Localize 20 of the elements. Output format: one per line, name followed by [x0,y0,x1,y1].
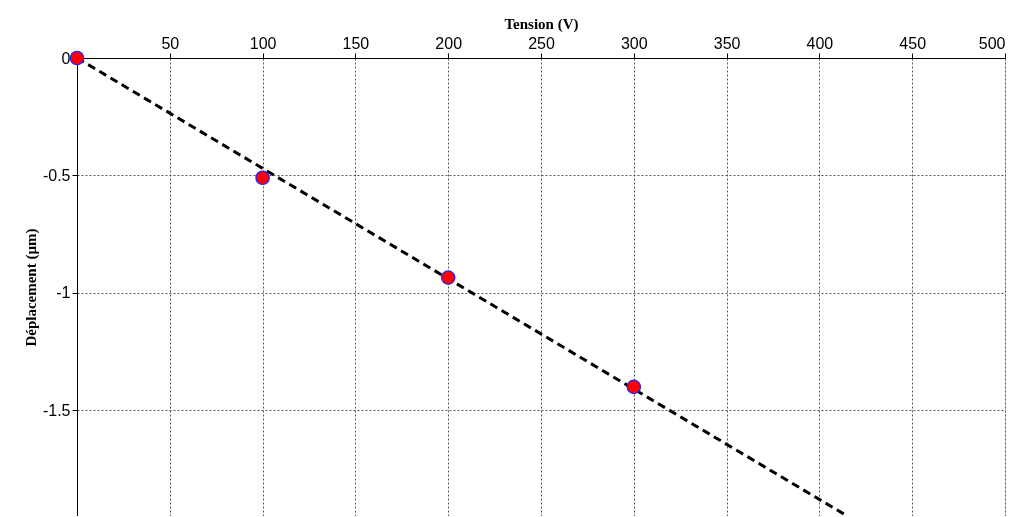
y-tick-label: -1.5 [42,401,71,419]
x-tick-label: 250 [528,34,555,52]
y-axis-title: Déplacement (µm) [22,228,40,347]
x-tick-label: 100 [249,34,277,52]
point [440,270,456,285]
x-tick-label: 300 [620,34,648,52]
x-tick-label: 200 [435,34,463,52]
point [255,170,270,186]
point [69,50,85,66]
x-tick-label: 500 [978,34,1006,52]
x-tick-label: 450 [899,34,927,52]
point [626,379,642,395]
y-tick-label: -1 [56,284,71,302]
x-axis-title: Tension (V) [504,15,579,33]
x-tick-label: 50 [161,34,180,52]
x-tick-label: 400 [806,34,834,52]
y-tick-label: 0 [61,49,71,67]
y-tick-label: -0.5 [42,166,71,184]
x-tick-label: 150 [342,34,370,52]
x-tick-label: 350 [713,34,741,52]
